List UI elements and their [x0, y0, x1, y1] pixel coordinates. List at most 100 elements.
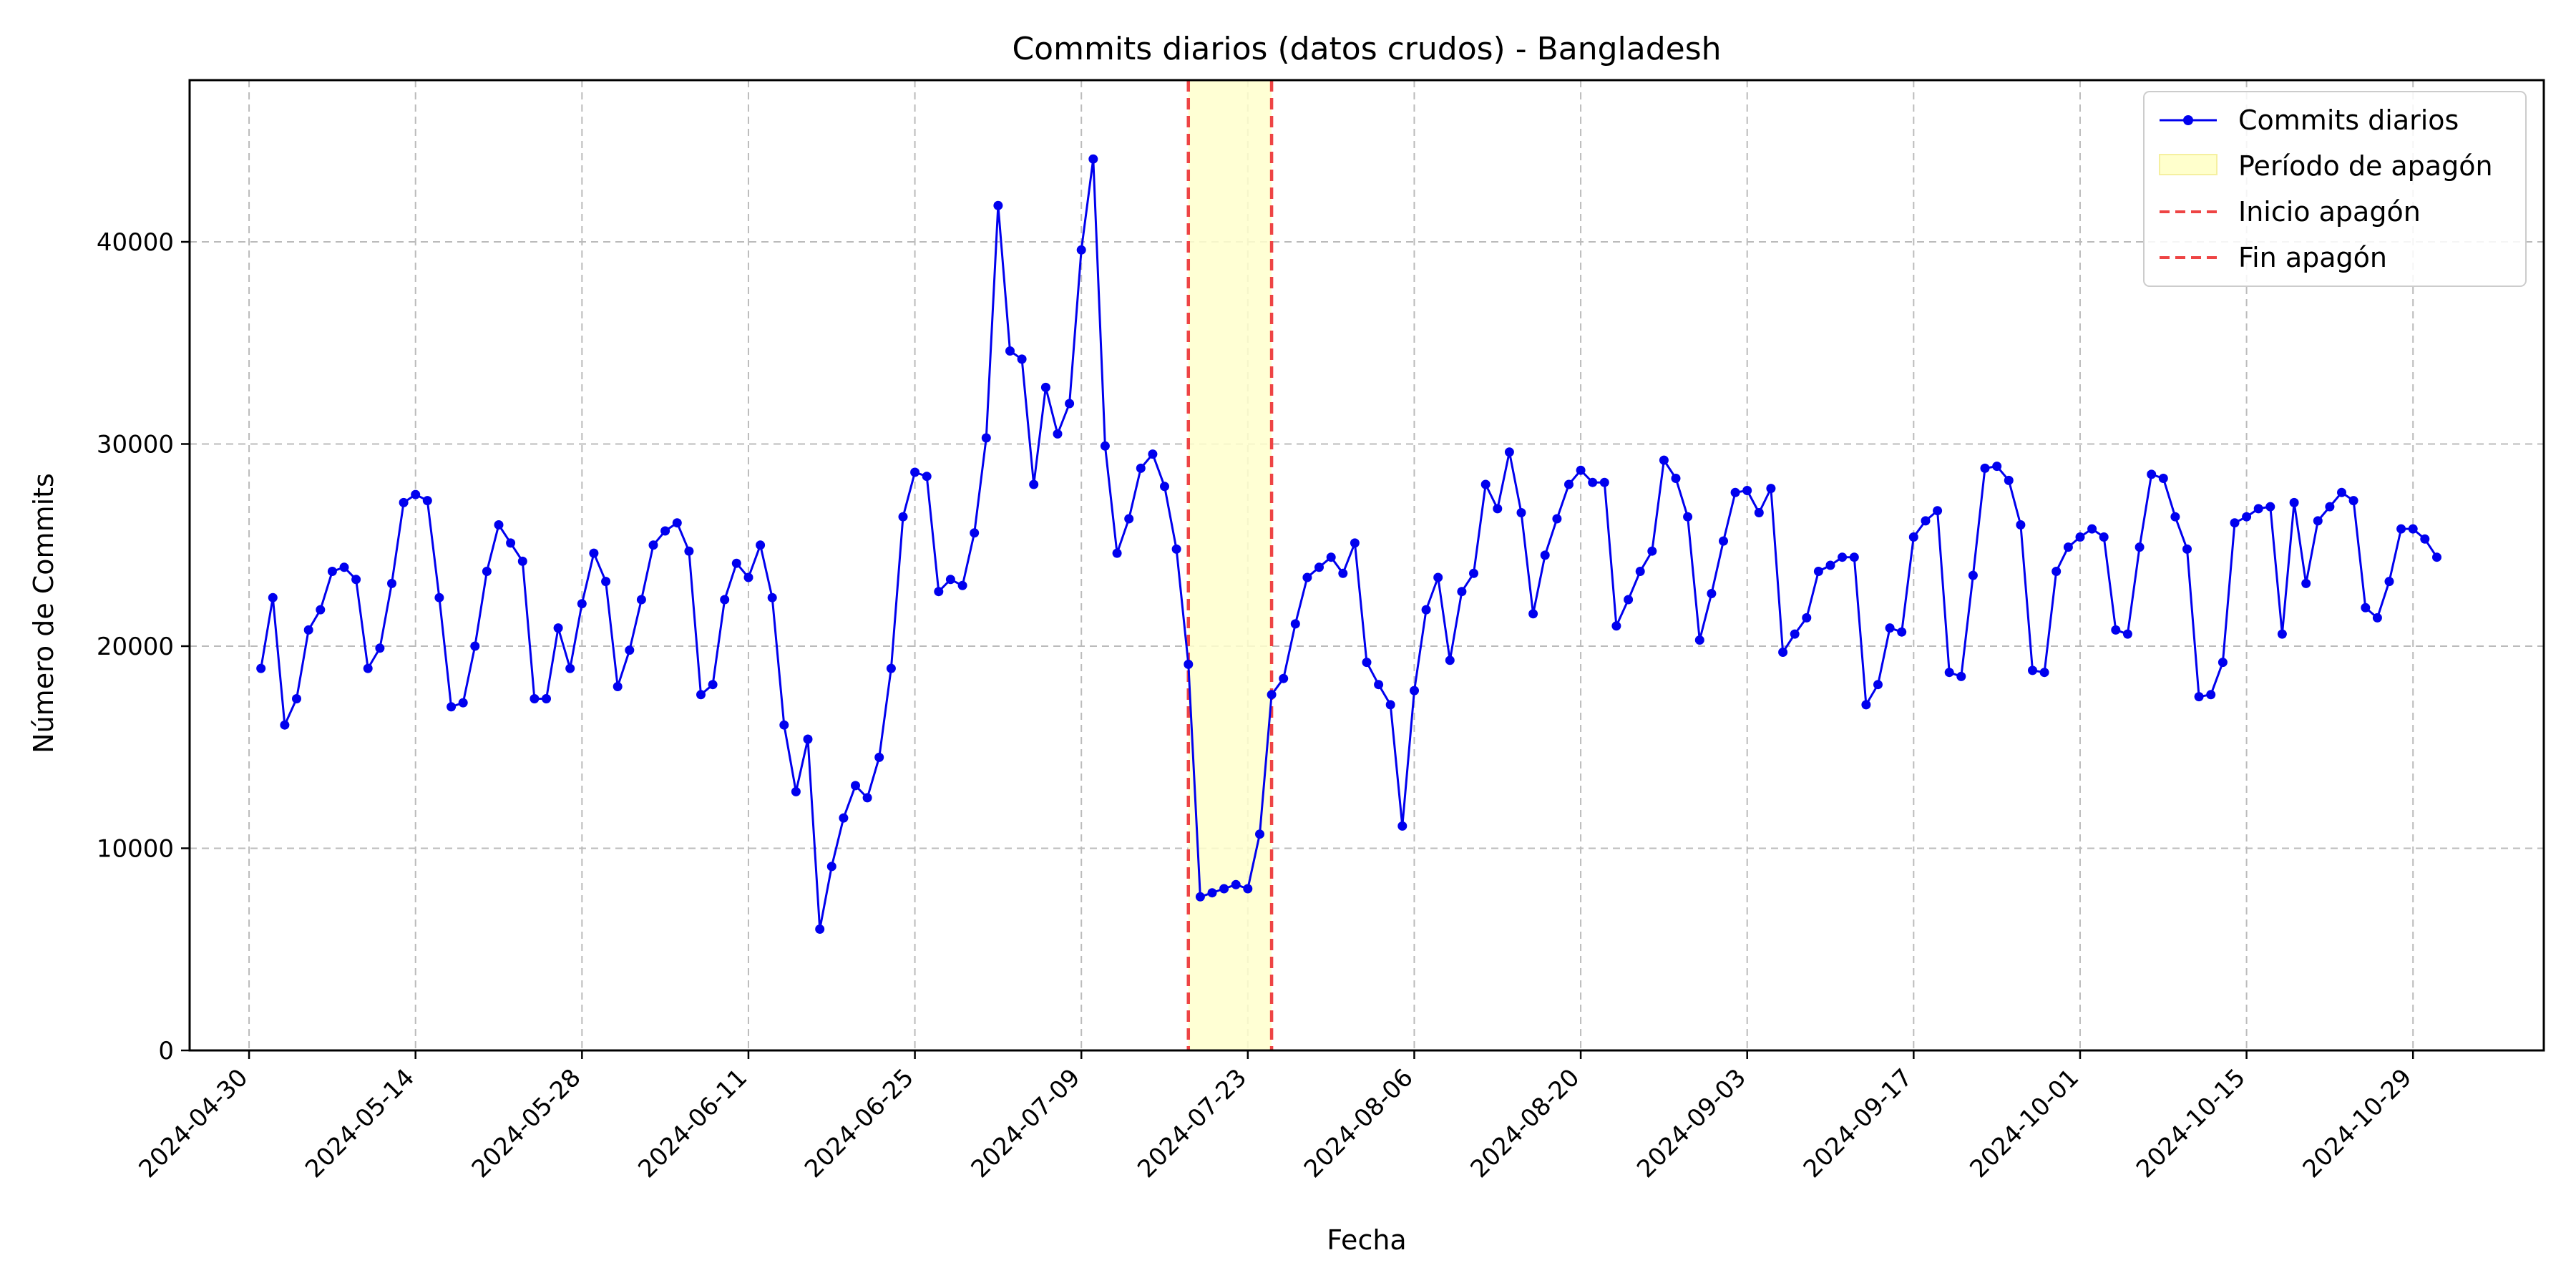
data-point [720, 595, 730, 605]
y-tick-label: 0 [158, 1037, 174, 1065]
data-point [1219, 884, 1229, 894]
data-point [1100, 441, 1110, 451]
data-point [2182, 544, 2192, 554]
legend-item-blackout-period: Período de apagón [2159, 150, 2493, 182]
data-point [648, 540, 658, 550]
x-tick-label: 2024-04-30 [133, 1063, 253, 1184]
data-point [708, 680, 718, 690]
data-point [542, 694, 551, 703]
data-point [1564, 479, 1574, 489]
data-point [1849, 552, 1859, 562]
data-point [1790, 629, 1800, 639]
data-point [1184, 659, 1194, 669]
data-point [636, 595, 646, 605]
data-point [1980, 463, 1990, 473]
data-point [2301, 578, 2311, 588]
data-point [2372, 613, 2382, 623]
data-point [1374, 680, 1384, 690]
data-point [1112, 548, 1122, 558]
data-point [2063, 542, 2073, 552]
data-point [2147, 469, 2157, 479]
data-point [1552, 514, 1562, 524]
legend-box [2143, 91, 2527, 287]
data-point [327, 567, 337, 576]
y-tick-label: 40000 [97, 228, 174, 257]
data-point [1457, 587, 1467, 597]
data-point [2075, 532, 2085, 542]
x-tick-label: 2024-06-25 [799, 1063, 919, 1184]
data-point [1671, 474, 1681, 483]
data-point [1267, 690, 1277, 700]
data-point [494, 520, 504, 530]
data-point [2348, 496, 2358, 506]
x-tick-label: 2024-09-03 [1631, 1063, 1752, 1184]
data-point [934, 587, 944, 597]
data-point [2432, 552, 2441, 562]
data-point [1207, 888, 1217, 898]
data-point [696, 690, 706, 700]
data-point [1314, 562, 1324, 572]
data-point [1540, 550, 1550, 560]
x-tick-label: 2024-07-09 [966, 1063, 1086, 1184]
data-point [1730, 487, 1740, 497]
data-point [862, 793, 872, 803]
data-point [316, 605, 326, 615]
data-point [2170, 512, 2180, 522]
data-point [1410, 686, 1419, 696]
legend-label-blackout-end: Fin apagón [2238, 242, 2387, 273]
data-point [1231, 879, 1241, 889]
data-point [2337, 487, 2346, 497]
data-point [993, 200, 1003, 210]
data-point [922, 472, 932, 482]
data-point [256, 663, 266, 673]
legend-swatch-fill [2159, 154, 2218, 175]
data-point [2384, 577, 2394, 587]
plot-frame [188, 79, 2545, 1052]
data-point [1778, 648, 1788, 657]
data-point [1255, 829, 1264, 839]
data-point [957, 580, 967, 590]
data-point [2361, 602, 2371, 613]
data-point [2135, 542, 2145, 552]
data-point [292, 694, 301, 703]
legend: Commits diarios Período de apagón Inicio… [2143, 91, 2527, 287]
legend-label-blackout-start: Inicio apagón [2238, 196, 2421, 228]
data-point [1243, 884, 1253, 894]
x-axis-label: Fecha [1327, 1224, 1406, 1256]
data-point [1445, 655, 1455, 665]
data-point [1385, 700, 1395, 710]
data-point [2122, 629, 2132, 639]
data-point [1944, 668, 1954, 678]
data-point [1992, 462, 2002, 472]
x-tick-label: 2024-08-20 [1465, 1063, 1585, 1184]
data-point [672, 518, 682, 528]
y-tick-label: 30000 [97, 431, 174, 459]
data-point [411, 489, 421, 499]
data-point [2016, 520, 2026, 530]
x-tick-label: 2024-06-11 [633, 1063, 753, 1184]
data-point [1838, 552, 1848, 562]
data-point [1885, 623, 1895, 633]
chart-title: Commits diarios (datos crudos) - Banglad… [1012, 31, 1721, 67]
data-point [1599, 477, 1609, 487]
x-tick-label: 2024-07-23 [1132, 1063, 1252, 1184]
data-point [839, 813, 849, 823]
data-point [826, 862, 836, 872]
data-point [2087, 524, 2097, 534]
data-point [1171, 544, 1181, 554]
data-point [1136, 463, 1146, 473]
data-point [1635, 567, 1645, 576]
data-point [2420, 534, 2430, 544]
data-point [1921, 516, 1931, 526]
blackout-region [1186, 80, 1274, 1050]
data-point [1683, 512, 1693, 522]
x-tick-label: 2024-10-15 [2131, 1063, 2251, 1184]
data-point [2206, 690, 2216, 700]
data-point [1504, 447, 1514, 457]
data-point [577, 599, 587, 609]
data-point [506, 538, 516, 548]
data-point [779, 720, 789, 730]
data-point [910, 467, 920, 477]
data-point [1813, 567, 1823, 576]
y-tick-label: 20000 [97, 633, 174, 661]
